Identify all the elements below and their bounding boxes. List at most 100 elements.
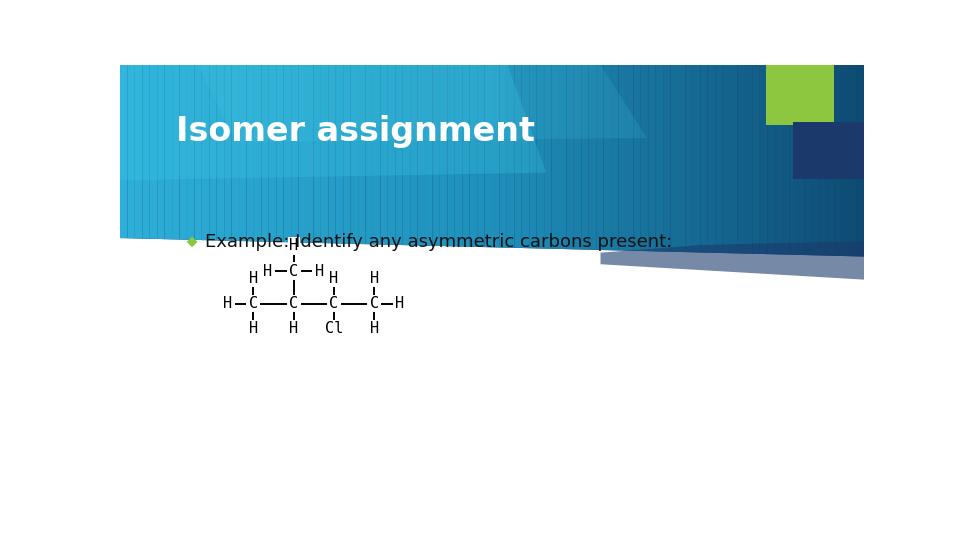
Polygon shape <box>849 65 856 256</box>
Polygon shape <box>656 65 663 252</box>
Polygon shape <box>198 65 647 142</box>
Polygon shape <box>120 65 546 180</box>
Polygon shape <box>515 65 522 248</box>
Polygon shape <box>804 65 812 255</box>
Polygon shape <box>581 65 588 249</box>
Polygon shape <box>611 65 618 251</box>
Polygon shape <box>425 65 432 246</box>
Polygon shape <box>403 65 410 245</box>
Polygon shape <box>180 65 187 240</box>
Text: Example: Identify any asymmetric carbons present:: Example: Identify any asymmetric carbons… <box>205 233 673 251</box>
Polygon shape <box>469 65 477 247</box>
Polygon shape <box>463 65 469 247</box>
Polygon shape <box>507 65 515 248</box>
Polygon shape <box>789 65 797 255</box>
Polygon shape <box>269 65 276 242</box>
Polygon shape <box>336 65 344 244</box>
Polygon shape <box>834 65 842 256</box>
Text: H: H <box>289 238 299 253</box>
Polygon shape <box>328 65 336 244</box>
Polygon shape <box>253 65 261 241</box>
Polygon shape <box>358 65 366 244</box>
Polygon shape <box>239 65 247 241</box>
Polygon shape <box>372 65 380 245</box>
Polygon shape <box>708 65 715 253</box>
Polygon shape <box>663 65 670 252</box>
Polygon shape <box>477 65 485 247</box>
Text: C: C <box>289 296 299 311</box>
Text: H: H <box>249 321 258 336</box>
Polygon shape <box>544 65 551 249</box>
Polygon shape <box>231 65 239 241</box>
Polygon shape <box>291 65 299 242</box>
Polygon shape <box>447 65 455 246</box>
Polygon shape <box>670 65 678 252</box>
Polygon shape <box>492 65 499 247</box>
Polygon shape <box>715 65 723 253</box>
Text: C: C <box>249 296 258 311</box>
Polygon shape <box>299 65 306 242</box>
Polygon shape <box>856 65 864 256</box>
Polygon shape <box>165 65 172 239</box>
Polygon shape <box>596 65 604 250</box>
Polygon shape <box>396 65 403 245</box>
Text: H: H <box>370 321 379 336</box>
Text: Cl: Cl <box>324 321 343 336</box>
Polygon shape <box>648 65 656 251</box>
Polygon shape <box>366 65 372 244</box>
Text: H: H <box>370 271 379 286</box>
Polygon shape <box>247 65 253 241</box>
Polygon shape <box>760 65 767 254</box>
Polygon shape <box>537 65 544 248</box>
Polygon shape <box>284 65 291 242</box>
Polygon shape <box>134 65 142 239</box>
Polygon shape <box>634 65 641 251</box>
Polygon shape <box>380 65 388 245</box>
Polygon shape <box>775 65 782 254</box>
Polygon shape <box>388 65 396 245</box>
Polygon shape <box>187 65 194 240</box>
Polygon shape <box>209 65 217 240</box>
Text: H: H <box>315 264 324 279</box>
Text: C: C <box>370 296 379 311</box>
Text: H: H <box>249 271 258 286</box>
Polygon shape <box>618 65 626 251</box>
Bar <box>793 122 864 179</box>
Polygon shape <box>782 65 789 255</box>
Polygon shape <box>641 65 648 251</box>
Polygon shape <box>202 65 209 240</box>
Polygon shape <box>314 65 321 243</box>
Polygon shape <box>418 65 425 246</box>
Text: H: H <box>289 321 299 336</box>
Polygon shape <box>261 65 269 242</box>
Bar <box>765 65 834 125</box>
Polygon shape <box>827 65 834 256</box>
Polygon shape <box>604 65 611 250</box>
Polygon shape <box>321 65 328 243</box>
Polygon shape <box>767 65 775 254</box>
Polygon shape <box>142 65 150 239</box>
Polygon shape <box>225 65 231 241</box>
Polygon shape <box>172 65 180 240</box>
Polygon shape <box>753 65 760 254</box>
Polygon shape <box>529 65 537 248</box>
Polygon shape <box>701 65 708 253</box>
Polygon shape <box>559 65 566 249</box>
Polygon shape <box>626 65 634 251</box>
Polygon shape <box>217 65 225 241</box>
Text: C: C <box>329 296 339 311</box>
Text: H: H <box>329 271 339 286</box>
Text: H: H <box>263 264 273 279</box>
Polygon shape <box>499 65 507 248</box>
Polygon shape <box>306 65 314 243</box>
Polygon shape <box>120 65 128 238</box>
Polygon shape <box>551 65 559 249</box>
Polygon shape <box>120 65 864 256</box>
Polygon shape <box>601 241 864 280</box>
Polygon shape <box>194 65 202 240</box>
Polygon shape <box>344 65 350 244</box>
Polygon shape <box>693 65 701 253</box>
Polygon shape <box>157 65 165 239</box>
Polygon shape <box>350 65 358 244</box>
Polygon shape <box>410 65 418 246</box>
